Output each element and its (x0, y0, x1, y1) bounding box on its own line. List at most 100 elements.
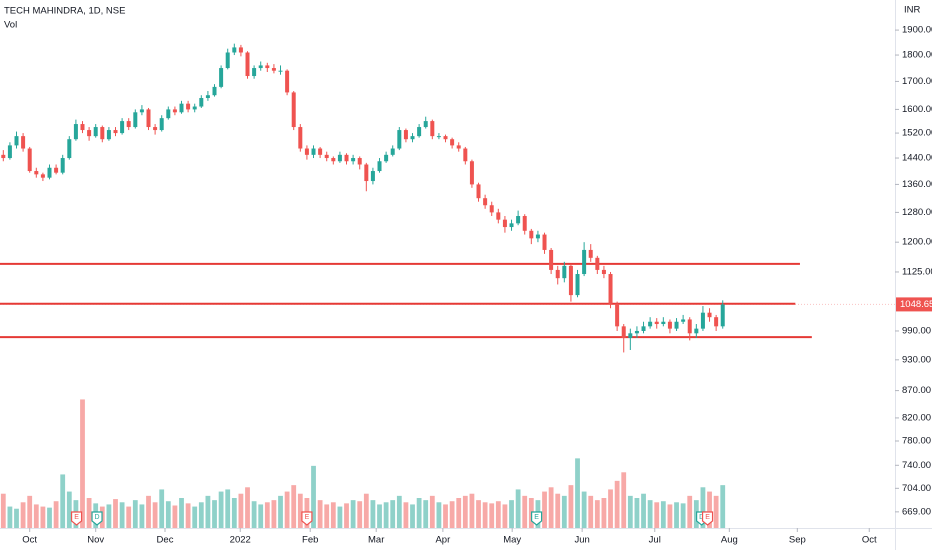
candle-body (318, 148, 323, 155)
volume-bar (687, 495, 693, 528)
volume-bar (106, 504, 112, 528)
candle-body (463, 148, 468, 162)
y-tick-label: 740.00 (902, 460, 931, 471)
candle-body (568, 265, 573, 296)
candle-body (390, 148, 395, 155)
volume-bar (410, 504, 415, 528)
candle-body (562, 265, 567, 279)
volume-bar (357, 501, 363, 528)
volume-bar (20, 502, 26, 528)
candle-body (252, 68, 257, 77)
x-tick-label: Nov (87, 535, 104, 546)
volume-bar (14, 508, 19, 528)
volume-bar (172, 505, 178, 528)
volume-bar (436, 502, 442, 528)
volume-bar (119, 502, 125, 528)
candle-body (87, 130, 92, 137)
candle-body (430, 121, 435, 137)
volume-bar (482, 502, 488, 528)
volume-bar (212, 500, 217, 528)
chart-title: TECH MAHINDRA, 1D, NSE (4, 6, 125, 17)
volume-bar (654, 502, 660, 528)
last-price-label: 1048.65 (900, 299, 932, 310)
candle-body (14, 136, 19, 146)
event-marker (531, 511, 543, 526)
volume-bar (60, 474, 66, 528)
candle-body (245, 52, 250, 77)
candle-body (219, 68, 224, 87)
candle-body (634, 330, 639, 334)
volume-bar (568, 485, 574, 528)
candle-body (146, 109, 151, 128)
event-marker (70, 511, 83, 526)
volume-bar (7, 506, 13, 528)
volume-bar (581, 491, 587, 528)
event-label: D (699, 514, 704, 521)
candle-body (337, 154, 342, 162)
volume-bar (53, 501, 59, 528)
candle-body (351, 158, 356, 162)
candle-body (641, 326, 646, 331)
candle-body (7, 145, 12, 159)
candle-body (225, 52, 230, 69)
volume-bar (634, 498, 640, 528)
volume-bar (469, 493, 475, 528)
candle-body (205, 95, 210, 99)
candle-body (139, 109, 144, 113)
candle-body (34, 171, 39, 175)
x-tick-label: Dec (157, 535, 174, 546)
candle-body (588, 249, 593, 258)
candle-body (232, 47, 237, 53)
candle-body (700, 312, 705, 329)
candle-body (615, 303, 620, 327)
candle-body (100, 127, 105, 140)
candle-body (654, 321, 659, 325)
volume-bar (509, 500, 514, 528)
candle-body (133, 112, 138, 128)
candle-body (67, 139, 72, 159)
candle-body (238, 47, 243, 53)
currency: INR (904, 5, 921, 16)
candle-body (370, 171, 375, 182)
y-tick-label: 870.00 (902, 385, 931, 396)
candle-body (186, 103, 191, 110)
candle-body (436, 136, 441, 138)
volume-bar (165, 501, 171, 528)
y-tick-label: 1125.00 (902, 266, 932, 277)
candle-body (397, 130, 402, 149)
event-label: D (94, 514, 99, 521)
volume-bar (337, 506, 343, 528)
volume-bar (264, 502, 270, 528)
volume-bar (396, 495, 402, 528)
candle-body (324, 154, 329, 159)
volume-bar (416, 498, 422, 528)
candle-body (575, 274, 580, 296)
candle-body (258, 65, 263, 69)
volume-bar (185, 503, 191, 528)
volume-bar (456, 498, 462, 528)
volume-bar (152, 502, 158, 528)
volume-bar (139, 504, 145, 528)
volume-bar (588, 495, 594, 528)
volume-bar (27, 495, 33, 528)
candle-body (582, 249, 587, 275)
event-marker (301, 511, 313, 526)
candle-body (73, 124, 78, 140)
candle-body (476, 184, 481, 199)
candle-body (1, 154, 6, 159)
candle-body (628, 333, 633, 339)
candle-body (661, 321, 666, 325)
x-tick-label: Jun (574, 535, 589, 546)
y-tick-label: 820.00 (902, 412, 931, 423)
volume-bar (377, 504, 382, 528)
candle-body (54, 167, 59, 173)
candle-body (179, 103, 184, 113)
candle-body (694, 328, 699, 334)
candle-body (417, 127, 422, 137)
volume-bar (502, 504, 508, 528)
volume-label: Vol (4, 20, 17, 31)
y-tick-label: 1700.00 (902, 76, 932, 87)
volume-bar (132, 500, 138, 528)
volume-bar (608, 489, 613, 528)
